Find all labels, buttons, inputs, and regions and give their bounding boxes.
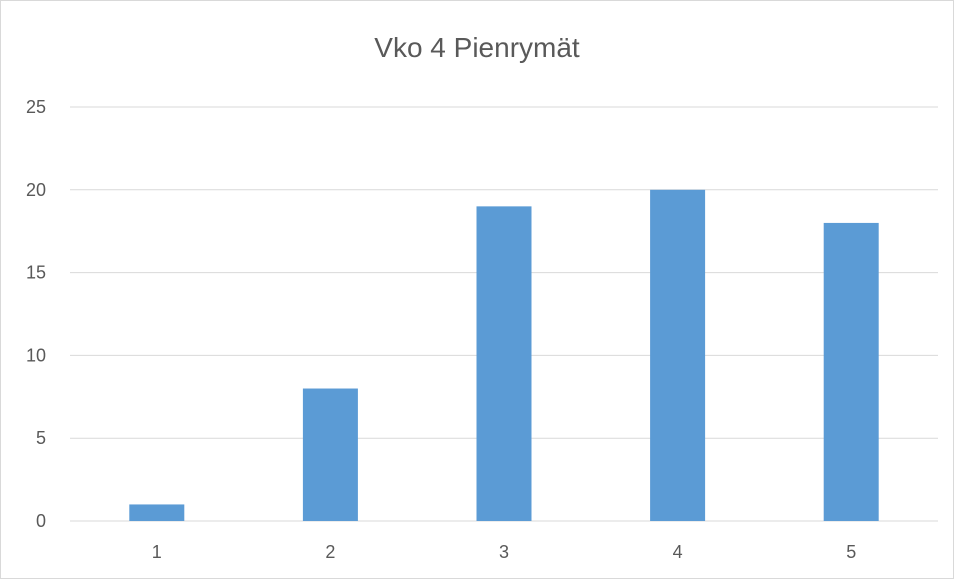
x-axis-ticks: 1 2 3 4 5 [152, 542, 856, 562]
y-tick-label: 20 [26, 180, 46, 200]
y-tick-label: 10 [26, 345, 46, 365]
y-axis-ticks: 0 5 10 15 20 25 [26, 97, 46, 531]
y-tick-label: 25 [26, 97, 46, 117]
x-tick-label: 1 [152, 542, 162, 562]
y-tick-label: 15 [26, 263, 46, 283]
bars [129, 189, 879, 522]
chart-title: Vko 4 Pienrymät [374, 32, 580, 63]
x-tick-label: 4 [673, 542, 683, 562]
x-tick-label: 3 [499, 542, 509, 562]
x-tick-label: 5 [846, 542, 856, 562]
bar-3 [476, 206, 532, 522]
bar-1 [129, 504, 185, 521]
y-tick-label: 5 [36, 428, 46, 448]
bar-2 [302, 388, 358, 521]
y-tick-label: 0 [36, 511, 46, 531]
bar-5 [823, 222, 879, 522]
x-tick-label: 2 [325, 542, 335, 562]
bar-4 [650, 189, 706, 522]
